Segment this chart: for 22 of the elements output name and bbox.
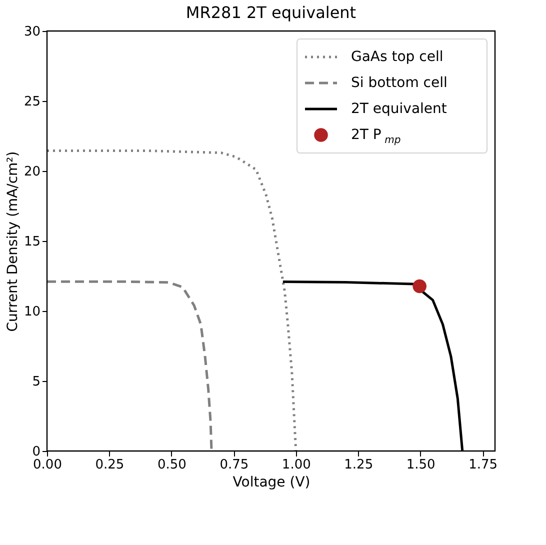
y-tick-label: 10 <box>24 304 40 320</box>
legend-label: 2T equivalent <box>351 101 448 117</box>
x-tick-label: 0.00 <box>33 458 62 472</box>
x-axis-title: Voltage (V) <box>232 474 310 490</box>
x-tick-label: 1.75 <box>468 458 498 472</box>
line-series <box>46 149 298 452</box>
x-tick-label: 0.50 <box>157 458 186 472</box>
y-tick-label: 5 <box>32 374 40 390</box>
legend-label: Si bottom cell <box>351 75 448 91</box>
x-tick-label: 1.25 <box>344 458 374 472</box>
y-axis-title: Current Density (mA/cm²) <box>4 151 21 332</box>
legend-label: GaAs top cell <box>351 49 444 65</box>
y-tick-label: 0 <box>32 444 40 460</box>
chart-title: MR281 2T equivalent <box>186 3 356 22</box>
x-tick-label: 1.00 <box>282 458 311 472</box>
y-tick-label: 25 <box>24 94 40 110</box>
y-tick-label: 20 <box>24 164 40 180</box>
y-tick-label: 30 <box>24 24 40 40</box>
x-tick-label: 0.25 <box>95 458 124 472</box>
x-tick-label: 1.50 <box>406 458 436 472</box>
x-tick-label: 0.75 <box>220 458 249 472</box>
y-tick-label: 15 <box>24 234 40 250</box>
